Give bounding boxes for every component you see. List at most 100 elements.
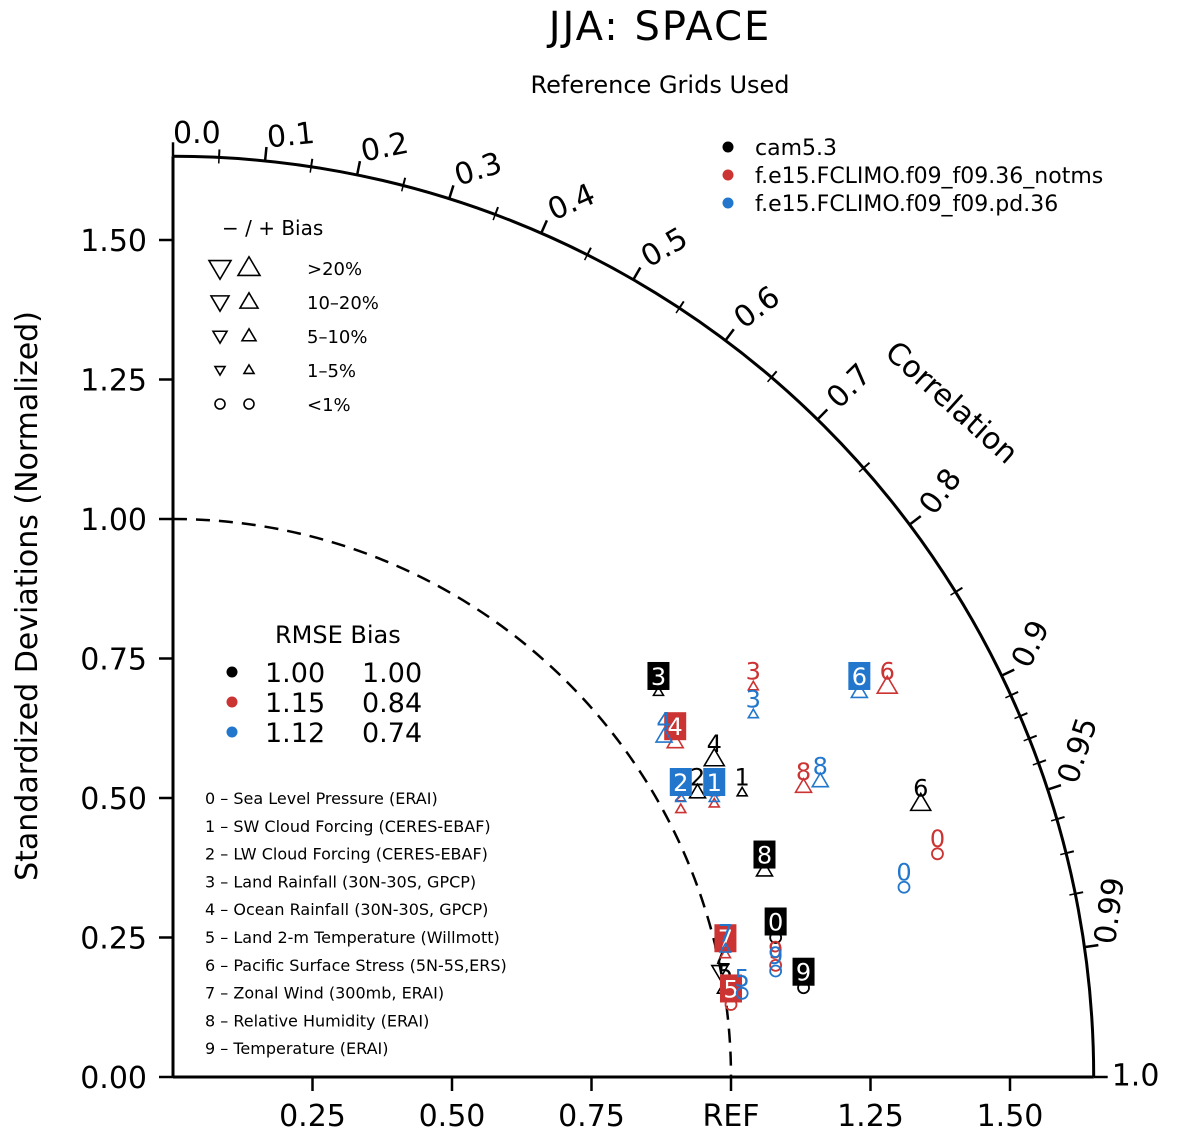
y-axis-label: Standardized Deviations (Normalized) [10,311,45,881]
variable-legend-item: 0 – Sea Level Pressure (ERAI) [205,789,438,808]
correlation-minor-tick [678,300,685,309]
correlation-minor-tick [862,461,871,469]
data-point-label: 8 [796,758,811,786]
case-legend-dot [722,169,734,181]
data-point-label: 3 [651,663,666,691]
rmse-table-bias: 1.00 [362,658,422,689]
data-point-label: 6 [880,657,895,685]
data-point: 2 [669,768,692,803]
correlation-inner-tick [1005,694,1012,699]
bias-legend-down-triangle [211,330,229,345]
correlation-tick-label: 0.8 [912,462,969,521]
data-point-marker [875,674,899,695]
variable-legend-item: 6 – Pacific Surface Stress (5N-5S,ERS) [205,956,507,975]
data-point: 5 [735,964,750,1000]
data-point: 3 [746,657,761,691]
data-point-label: 4 [668,713,683,741]
data-point-marker [654,726,674,743]
correlation-minor-tick [494,206,499,215]
data-point-marker [755,860,774,877]
bias-legend-label: 1–5% [307,361,356,382]
correlation-tick-label: 0.2 [358,126,412,170]
data-point-marker [794,777,813,794]
data-point-label: 4 [707,730,722,758]
correlation-inner-tick [1069,893,1076,896]
data-marks: 012345678901234567890123456789 [647,657,945,1011]
data-point-label: 9 [768,936,783,964]
data-point-label-box [764,907,787,936]
data-point: 3 [647,661,670,697]
data-point: 6 [875,657,899,695]
correlation-tick-label: 0.3 [450,146,506,194]
correlation-inner-tick [675,307,681,314]
data-point-label: 0 [768,909,783,937]
data-point-label: 5 [723,975,738,1003]
correlation-minor-tick [1019,712,1028,718]
data-point-label: 0 [896,858,911,886]
correlation-inner-tick [1032,762,1039,766]
data-point-label: 1 [707,769,722,797]
correlation-inner-tick [1023,737,1030,742]
correlation-tick [540,219,549,234]
variable-legend-item: 3 – Land Rainfall (30N-30S, GPCP) [205,872,476,891]
bias-legend-down-triangle [213,365,227,377]
y-tick-label: 0.75 [80,643,147,678]
correlation-minor-tick [1010,691,1019,697]
correlation-inner-tick [1060,852,1067,856]
data-point-marker [769,959,783,972]
correlation-minor-tick [1065,850,1075,855]
correlation-tick-label: 0.7 [820,357,879,415]
correlation-tick-label: 0.6 [728,279,787,336]
correlation-tick [816,408,829,421]
data-point: 0 [764,907,787,944]
correlation-tick-label: 0.9 [1005,615,1057,673]
data-point: 8 [794,758,813,794]
correlation-minor-tick [1028,734,1038,740]
correlation-minor-tick [1038,759,1047,764]
bias-legend-label: <1% [307,395,351,416]
data-point-marker [746,707,760,719]
data-point: 6 [909,775,933,812]
correlation-tick-label: 0.0 [173,116,221,151]
data-point-label: 5 [735,964,750,992]
data-point-label: 2 [673,769,688,797]
bias-legend-label: 10–20% [307,293,379,314]
correlation-minor-tick [310,158,314,167]
rmse-table-value: 1.00 [265,658,325,689]
bias-legend-down-triangle [209,295,231,313]
case-legend-label: f.e15.FCLIMO.f09_f09.36_notms [755,164,1103,189]
correlation-tick-label: 1.0 [1112,1059,1160,1094]
data-point-label: 9 [768,942,783,970]
legend-group: cam5.3 f.e15.FCLIMO.f09_f09.36_notms f.e15… [205,136,1103,1058]
correlation-minor-tick [955,586,963,593]
data-point-label: 7 [718,920,733,948]
rmse-table-bias: 0.84 [362,688,422,719]
data-point-label-box [669,768,692,796]
data-point-label-box [848,661,871,690]
data-point-marker [735,785,749,797]
correlation-inner-tick [1014,715,1021,720]
y-tick-label: 0.25 [80,922,147,957]
correlation-tick [355,160,362,176]
data-point: 1 [735,763,750,797]
correlation-tick [1047,783,1062,791]
correlation-minor-tick [770,370,778,378]
y-tick-label: 1.50 [80,224,147,259]
data-point-marker [746,679,760,691]
data-point-marker [909,791,933,812]
correlation-inner-tick [858,467,865,473]
data-point-label: 8 [757,842,772,870]
data-point: 7 [718,920,733,953]
data-point: 9 [768,936,783,972]
correlation-inner-tick [766,376,773,383]
correlation-inner-tick [400,185,404,192]
x-tick-label: 0.25 [279,1099,346,1134]
data-point-marker [710,964,730,981]
rmse-table-bias: 0.74 [362,718,422,749]
data-point-label-box [714,924,737,953]
data-point-marker [652,685,665,697]
correlation-inner-tick [309,166,312,173]
data-point-label: 6 [852,663,867,691]
correlation-tick-label: 0.4 [543,177,601,228]
y-tick-label: 0.00 [80,1061,147,1096]
